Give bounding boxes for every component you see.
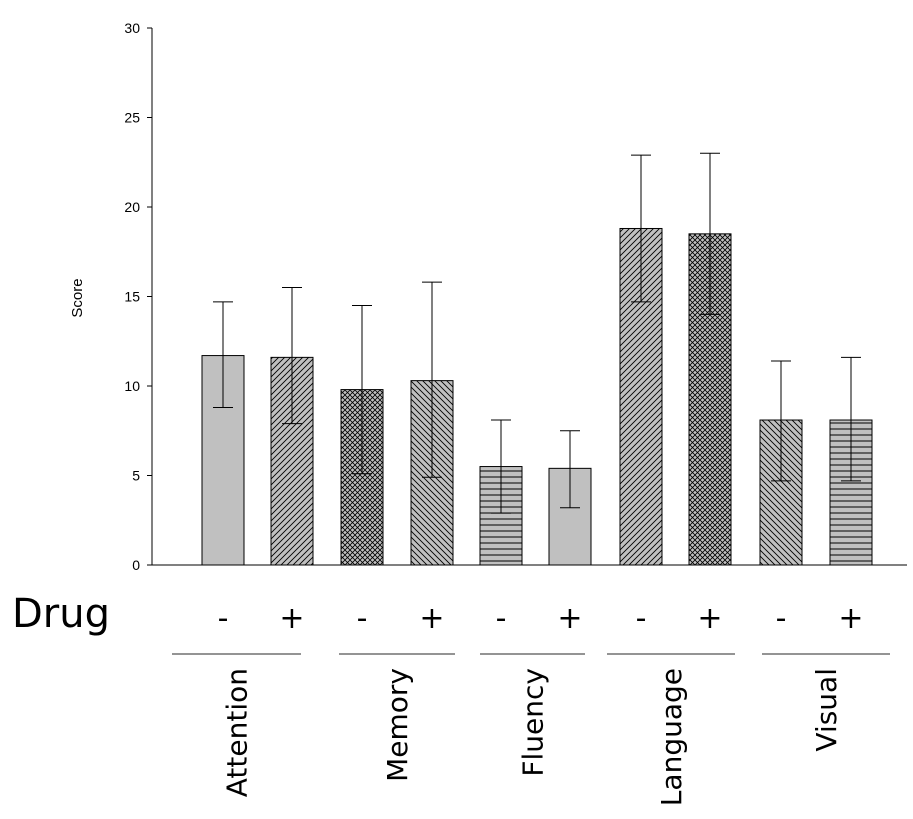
group-label-language: Language: [655, 668, 688, 806]
y-axis: 0 5 10 15 20 25 30: [124, 20, 153, 573]
y-tick-label: 20: [124, 199, 140, 215]
group-label-visual: Visual: [810, 668, 843, 752]
drug-sign-label: +: [557, 601, 582, 636]
group-labels: Attention Memory Fluency Language Visual: [172, 653, 890, 806]
drug-label: Drug: [12, 591, 110, 637]
y-tick-label: 30: [124, 20, 140, 36]
group-label-memory: Memory: [381, 668, 414, 782]
drug-sign-label: +: [838, 601, 863, 636]
drug-sign-label: -: [776, 601, 787, 636]
drug-sign-label: -: [636, 601, 647, 636]
bars: [201, 227, 873, 566]
y-tick-label: 15: [124, 289, 140, 305]
y-tick-label: 5: [132, 468, 140, 484]
y-tick-label: 10: [124, 378, 140, 394]
y-tick-label: 0: [132, 557, 140, 573]
drug-sign-label: -: [496, 601, 507, 636]
error-bars: [213, 152, 861, 514]
drug-sign-label: -: [357, 601, 368, 636]
drug-sign-label: +: [419, 601, 444, 636]
drug-sign-label: -: [218, 601, 229, 636]
group-label-attention: Attention: [221, 668, 254, 797]
drug-sign-label: +: [697, 601, 722, 636]
y-axis-title: Score: [69, 278, 86, 317]
drug-sign-label: +: [279, 601, 304, 636]
y-tick-label: 25: [124, 110, 140, 126]
drug-row: Drug - + - + - + - + - +: [12, 591, 864, 637]
group-label-fluency: Fluency: [517, 668, 550, 777]
